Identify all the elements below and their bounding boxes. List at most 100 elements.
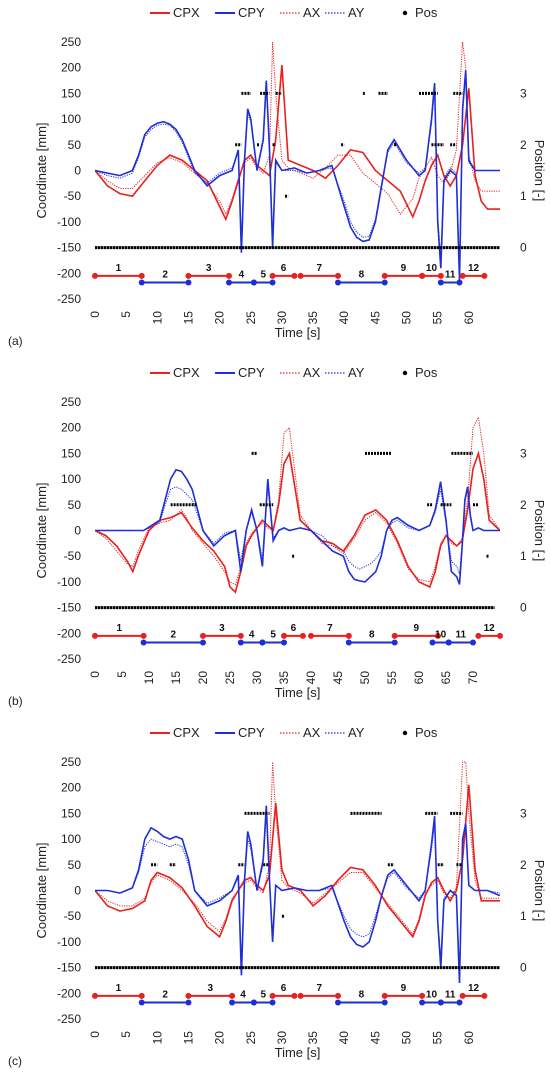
phase-label: 5 bbox=[260, 990, 266, 1001]
y-tick-label: 100 bbox=[61, 832, 81, 846]
x-tick-label: 25 bbox=[223, 671, 237, 685]
phase-1: 1 bbox=[92, 983, 145, 999]
phase-7: 7 bbox=[308, 623, 352, 639]
x-tick-label: 15 bbox=[181, 311, 195, 325]
y2-tick-label: 2 bbox=[520, 138, 527, 152]
phase-end-dot bbox=[481, 272, 488, 279]
phase-start-dot bbox=[269, 992, 276, 999]
phase-end-dot bbox=[497, 632, 503, 639]
legend-swatch bbox=[402, 730, 408, 736]
y-tick-label: -150 bbox=[57, 601, 81, 615]
phase-end-dot bbox=[335, 272, 341, 279]
legend-label: CPX bbox=[173, 365, 200, 380]
legend-label: AY bbox=[348, 365, 365, 380]
x-axis-label: Time [s] bbox=[275, 325, 321, 340]
legend-label: CPX bbox=[173, 5, 200, 20]
x-tick-label: 60 bbox=[462, 311, 476, 325]
phase-label: 6 bbox=[281, 263, 287, 274]
phase-label: 4 bbox=[239, 270, 245, 281]
legend-item-ay: AY bbox=[325, 725, 365, 740]
phase-label: 3 bbox=[206, 263, 212, 274]
phase-label: 11 bbox=[445, 270, 456, 281]
phase-3: 3 bbox=[185, 983, 236, 999]
panel-label: (c) bbox=[8, 1054, 22, 1068]
chart-panel-1: CPX CPY AX AY Pos-250-200-150-100-5005010015… bbox=[8, 5, 547, 348]
phase-start-dot bbox=[92, 272, 98, 279]
phase-5: 5 bbox=[250, 270, 276, 286]
phase-2: 2 bbox=[140, 630, 206, 646]
y-tick-label: -150 bbox=[57, 241, 81, 255]
phase-7: 7 bbox=[297, 263, 341, 279]
legend-item-ay: AY bbox=[325, 365, 365, 380]
phase-start-dot bbox=[138, 999, 145, 1006]
legend-item-ax: AX bbox=[280, 365, 321, 380]
phase-6: 6 bbox=[281, 623, 306, 639]
y-tick-label: 50 bbox=[68, 858, 82, 872]
phase-end-dot bbox=[456, 279, 463, 286]
phase-start-dot bbox=[281, 632, 287, 639]
phase-11: 11 bbox=[445, 630, 476, 646]
x-tick-label: 0 bbox=[88, 1031, 102, 1038]
y-tick-label: 250 bbox=[61, 395, 81, 409]
y2-axis-label: Position [-] bbox=[532, 140, 547, 201]
y-tick-label: -50 bbox=[64, 189, 82, 203]
phase-start-dot bbox=[381, 992, 388, 999]
phase-end-dot bbox=[299, 632, 306, 639]
x-tick-label: 45 bbox=[368, 1031, 382, 1045]
phase-end-dot bbox=[138, 992, 145, 999]
phase-12: 12 bbox=[459, 983, 488, 999]
legend: CPX CPY AX AY Pos bbox=[150, 725, 438, 740]
phase-label: 1 bbox=[116, 263, 122, 274]
phase-start-dot bbox=[459, 272, 466, 279]
phase-start-dot bbox=[140, 639, 147, 646]
phase-start-dot bbox=[429, 639, 436, 646]
legend: CPX CPY AX AY Pos bbox=[150, 365, 438, 380]
phase-start-dot bbox=[345, 639, 352, 646]
y2-axis-label: Position [-] bbox=[532, 500, 547, 561]
phase-label: 9 bbox=[401, 263, 407, 274]
x-tick-label: 60 bbox=[412, 671, 426, 685]
phase-label: 11 bbox=[456, 630, 467, 641]
y-tick-label: 0 bbox=[74, 884, 81, 898]
phase-label: 2 bbox=[171, 630, 177, 641]
legend-label: AY bbox=[348, 5, 365, 20]
phase-2: 2 bbox=[138, 270, 192, 286]
phase-label: 2 bbox=[162, 270, 168, 281]
phase-label: 12 bbox=[484, 623, 496, 634]
legend-item-pos: Pos bbox=[402, 725, 438, 740]
legend-label: CPY bbox=[238, 5, 265, 20]
phase-label: 12 bbox=[468, 263, 480, 274]
phase-label: 8 bbox=[359, 270, 365, 281]
x-tick-label: 40 bbox=[337, 1031, 351, 1045]
y-tick-label: 100 bbox=[61, 112, 81, 126]
legend-label: CPY bbox=[238, 725, 265, 740]
x-tick-label: 5 bbox=[119, 1031, 133, 1038]
phase-start-dot bbox=[445, 639, 452, 646]
legend-label: CPX bbox=[173, 725, 200, 740]
y-tick-label: 200 bbox=[61, 61, 81, 75]
y-tick-label: 50 bbox=[68, 498, 82, 512]
x-tick-label: 10 bbox=[150, 1031, 164, 1045]
phase-label: 8 bbox=[369, 630, 375, 641]
phase-label: 12 bbox=[468, 983, 480, 994]
legend-item-pos: Pos bbox=[402, 365, 438, 380]
phase-start-dot bbox=[200, 632, 206, 639]
phase-9: 9 bbox=[381, 263, 426, 279]
phase-start-dot bbox=[419, 272, 426, 279]
series-line-ax bbox=[95, 761, 500, 936]
phase-end-dot bbox=[470, 639, 476, 646]
legend-label: Pos bbox=[415, 5, 438, 20]
phase-start-dot bbox=[419, 999, 426, 1006]
x-tick-label: 10 bbox=[150, 311, 164, 325]
x-tick-label: 55 bbox=[431, 1031, 445, 1045]
series-line-cpy bbox=[95, 70, 500, 282]
phase-end-dot bbox=[291, 272, 298, 279]
phase-12: 12 bbox=[459, 263, 488, 279]
y-tick-label: 150 bbox=[61, 446, 81, 460]
y2-axis-label: Position [-] bbox=[532, 860, 547, 921]
legend-label: CPY bbox=[238, 365, 265, 380]
phase-end-dot bbox=[291, 992, 298, 999]
phase-start-dot bbox=[297, 272, 304, 279]
phase-label: 3 bbox=[219, 623, 225, 634]
